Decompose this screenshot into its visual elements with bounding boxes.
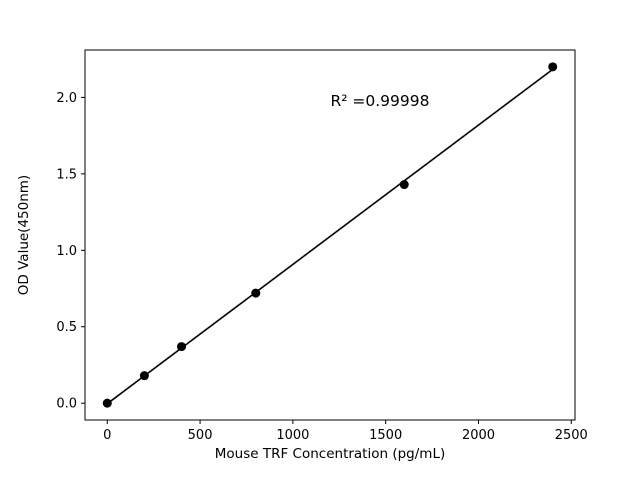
- data-point: [177, 342, 187, 352]
- x-tick-label: 500: [188, 428, 213, 443]
- y-tick-label: 2.0: [56, 91, 77, 106]
- data-point: [251, 288, 261, 298]
- y-axis-label: OD Value(450nm): [16, 175, 32, 295]
- x-tick-label: 2500: [555, 428, 588, 443]
- plot-frame: [84, 49, 576, 421]
- x-tick-label: 0: [103, 428, 111, 443]
- plot-area: 0 500 1000 1500 2000 2500 0.0 0.5 1.0 1.5 2.0: [56, 49, 588, 443]
- fit-line: [106, 68, 554, 405]
- x-tick-label: 1500: [369, 428, 402, 443]
- y-tick-label: 0.0: [56, 397, 77, 412]
- x-tick-label: 1000: [276, 428, 309, 443]
- y-tick-label: 1.5: [56, 167, 77, 182]
- y-tick-label: 0.5: [56, 320, 77, 335]
- y-tick-label: 1.0: [56, 244, 77, 259]
- x-tick-label: 2000: [462, 428, 495, 443]
- data-point: [548, 62, 558, 72]
- r-squared-annotation: R² =0.99998: [331, 92, 430, 110]
- x-axis-label: Mouse TRF Concentration (pg/mL): [215, 446, 445, 462]
- data-point: [399, 180, 409, 190]
- data-point: [139, 371, 149, 381]
- data-point: [102, 398, 112, 408]
